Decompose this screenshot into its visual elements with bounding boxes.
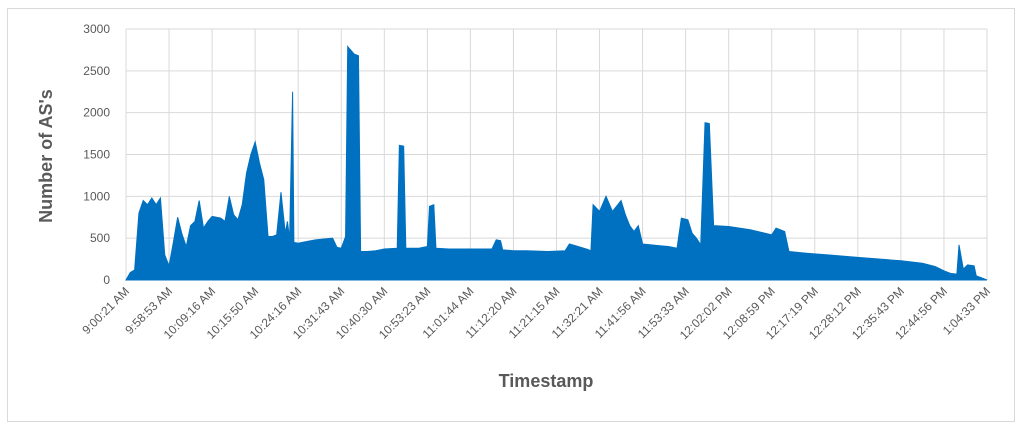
y-tick-label: 1500 <box>83 148 110 162</box>
chart-frame <box>7 8 1015 422</box>
series-area <box>125 45 988 281</box>
y-tick-label: 2000 <box>83 106 110 120</box>
x-axis-title: Timestamp <box>499 371 594 391</box>
y-axis-ticks: 0 500 1000 1500 2000 2500 3000 <box>83 22 110 287</box>
series-area-path-0 <box>125 45 988 281</box>
y-tick-label: 500 <box>90 231 110 245</box>
y-tick-label: 2500 <box>83 64 110 78</box>
y-axis-title: Number of AS's <box>36 89 56 223</box>
y-tick-label: 3000 <box>83 22 110 36</box>
y-tick-label: 1000 <box>83 189 110 203</box>
y-tick-label: 0 <box>103 273 110 287</box>
